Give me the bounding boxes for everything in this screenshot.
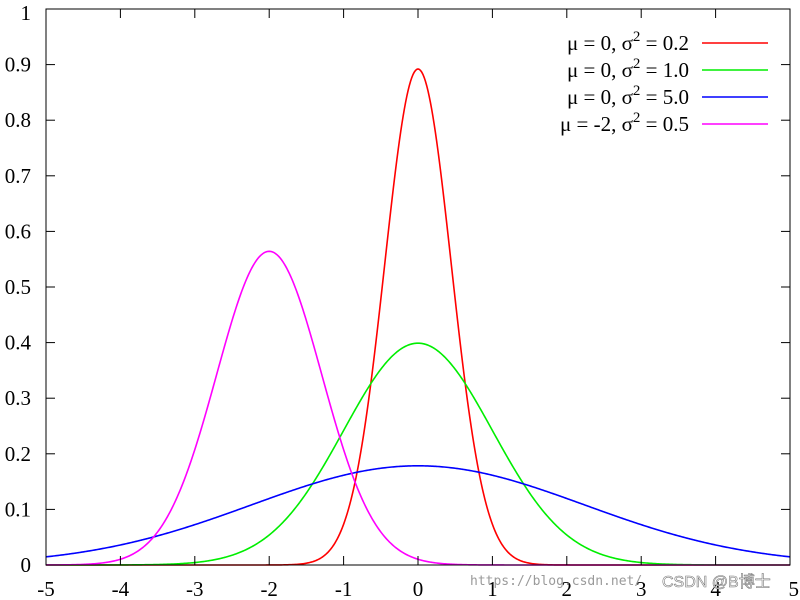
x-tick-label: -4 [112,577,130,600]
watermark: https://blog.csdn.net/ CSDN @B博士 [470,573,771,592]
axis-ticks [45,8,791,566]
series-line-2 [45,464,791,558]
x-tick-label: 3 [636,577,647,600]
y-tick-label: 0.4 [5,331,32,355]
y-tick-label: 0.1 [5,497,31,521]
legend-label: μ = 0, σ2 = 1.0 [567,56,689,82]
x-tick-label: -1 [335,577,353,600]
legend-label: μ = 0, σ2 = 5.0 [567,83,689,109]
x-tick-label: 2 [562,577,573,600]
legend-entry-1: μ = 0, σ2 = 1.0 [567,56,768,82]
y-tick-label: 0.3 [5,386,31,410]
y-tick-label: 0.7 [5,164,31,188]
x-tick-label: 0 [413,577,424,600]
x-tick-label: -2 [260,577,278,600]
legend-label: μ = 0, σ2 = 0.2 [567,29,689,55]
legend-label: μ = -2, σ2 = 0.5 [560,110,689,136]
y-tick-label: 0.5 [5,275,31,299]
x-axis-tick-labels: -5 -4 -3 -2 -1 0 1 2 3 4 5 [37,577,799,600]
y-tick-label: 0.8 [5,108,31,132]
x-tick-label: -3 [186,577,204,600]
legend-entry-2: μ = 0, σ2 = 5.0 [567,83,768,109]
x-tick-label: -5 [37,577,55,600]
watermark-brand: CSDN @B博士 [662,573,771,591]
y-axis-tick-labels: 0 0.1 0.2 0.3 0.4 0.5 0.6 0.7 0.8 0.9 1 [5,1,32,577]
x-tick-label: 4 [710,577,721,600]
legend-entry-0: μ = 0, σ2 = 0.2 [567,29,768,55]
y-tick-label: 1 [21,1,32,25]
y-tick-label: 0.2 [5,442,31,466]
x-tick-label: 5 [789,577,800,600]
legend: μ = 0, σ2 = 0.2μ = 0, σ2 = 1.0μ = 0, σ2 … [560,29,768,136]
y-tick-label: 0.9 [5,53,31,77]
y-tick-label: 0 [21,553,32,577]
watermark-url: https://blog.csdn.net/ [470,574,642,589]
series-line-1 [46,342,790,566]
legend-entry-3: μ = -2, σ2 = 0.5 [560,110,768,136]
x-tick-label: 1 [487,577,498,600]
y-tick-label: 0.6 [5,219,31,243]
